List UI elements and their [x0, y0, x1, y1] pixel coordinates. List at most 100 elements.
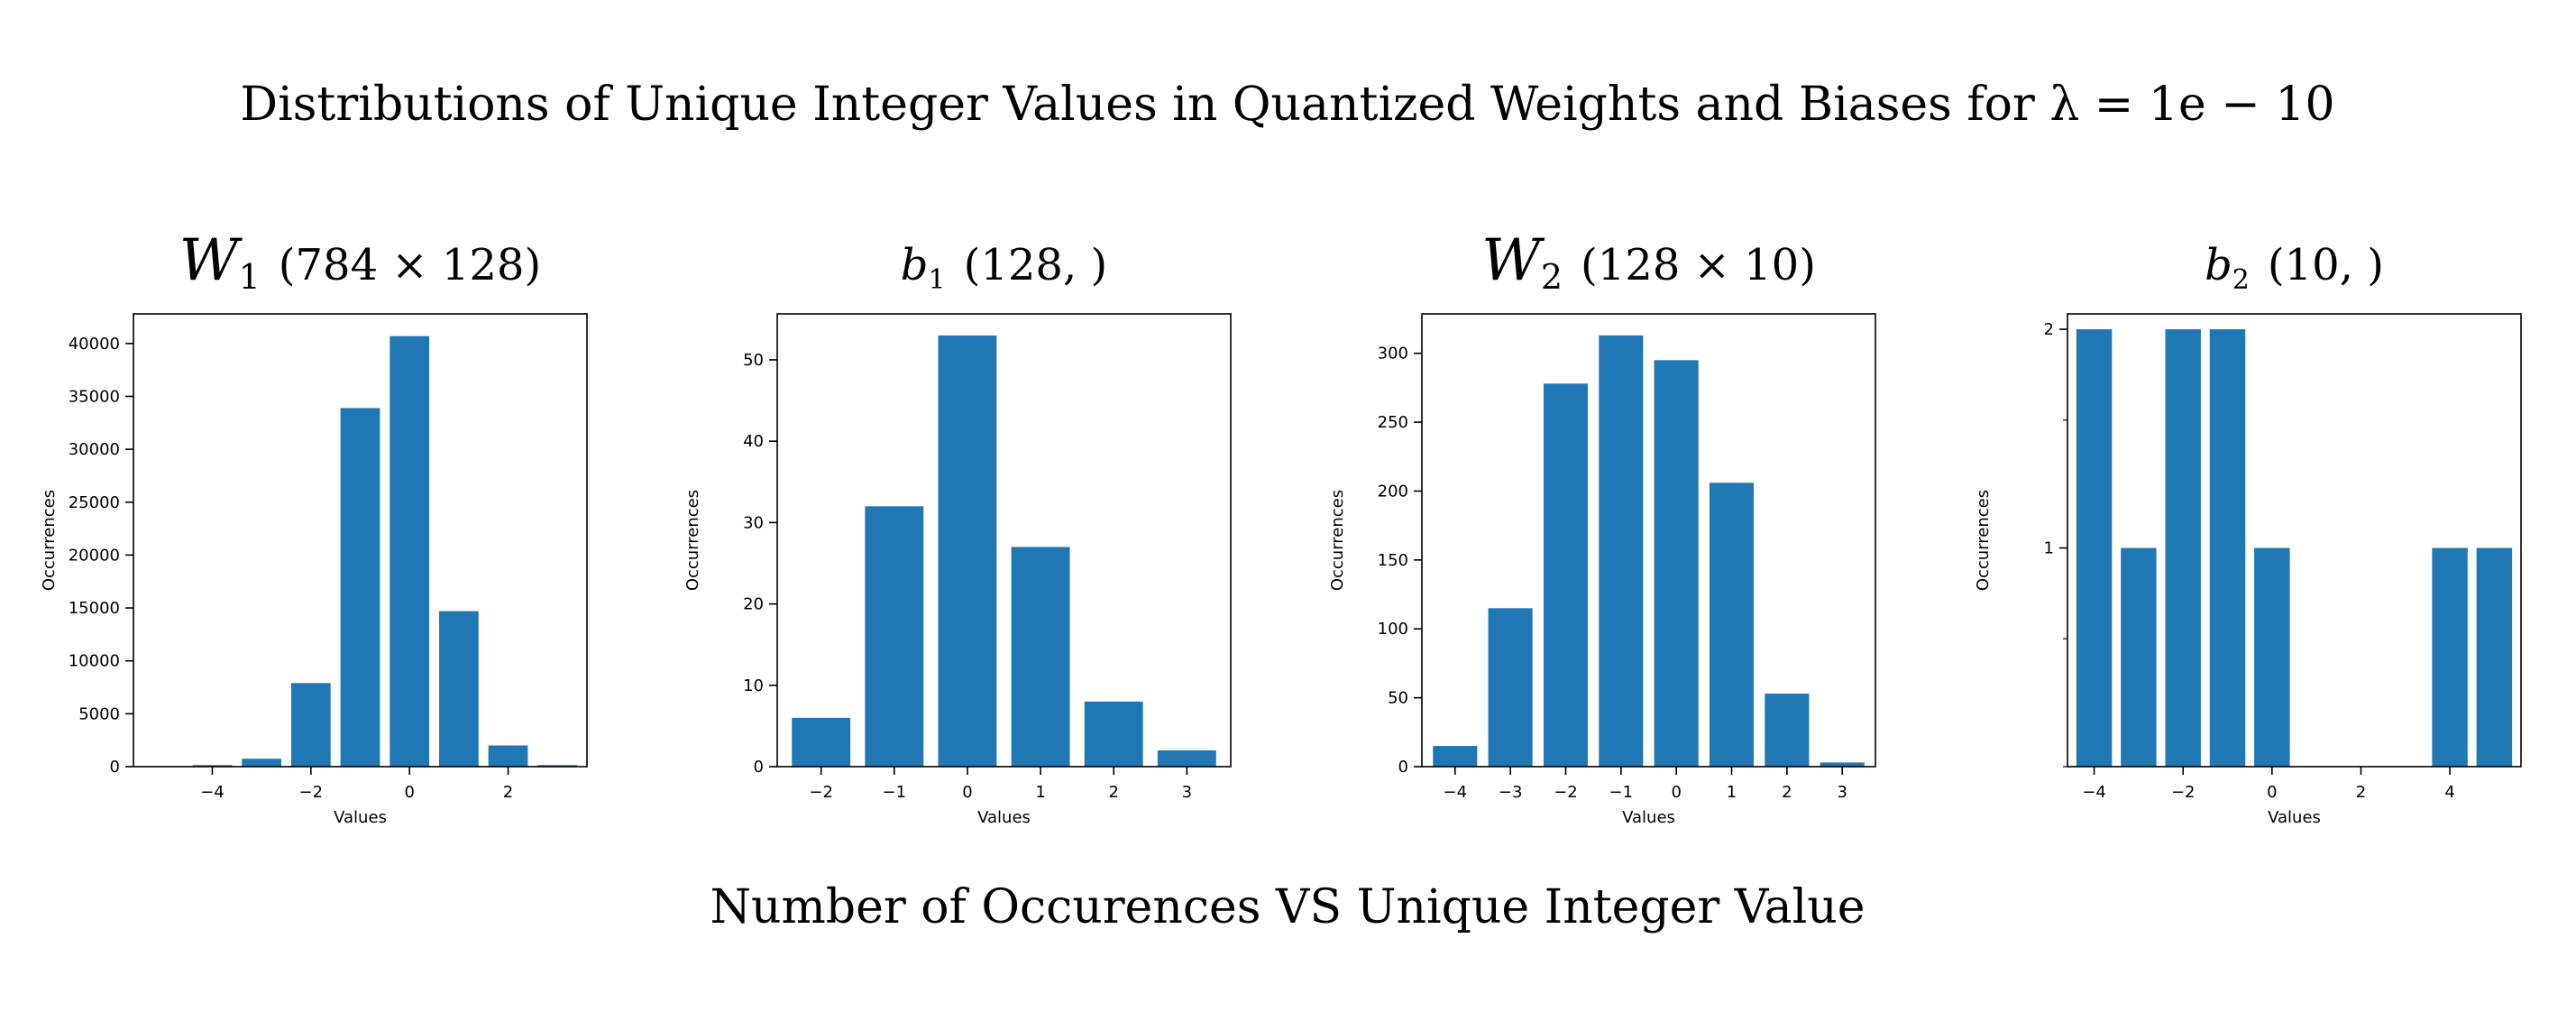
bar	[938, 335, 997, 767]
bar	[192, 765, 233, 767]
y-tick-label: 150	[1378, 551, 1408, 570]
x-tick-label: −1	[1609, 783, 1634, 802]
y-tick-label: 20000	[69, 546, 120, 565]
panel-title-subscript: 2	[1541, 257, 1563, 297]
y-tick-label: 0	[110, 758, 120, 777]
bar	[1011, 547, 1070, 767]
bar	[865, 506, 924, 767]
chart-panel-3: −4 −3 −2 −1 0 1 2 3 0 50 100 150 200 250 300 Values Occu…	[1328, 227, 1876, 827]
panel-title: W2 (128 × 10)	[1481, 227, 1816, 297]
x-tick-label: 0	[404, 783, 414, 802]
bar	[2076, 329, 2113, 767]
panel-title-symbol: W	[1481, 227, 1545, 294]
x-tick-label: −2	[2171, 783, 2196, 802]
bar	[2254, 547, 2290, 767]
figure-title: Distributions of Unique Integer Values i…	[240, 78, 2334, 132]
panel-title-shape: (128 × 10)	[1581, 240, 1816, 290]
axes-frame	[2067, 313, 2522, 768]
x-tick-label: −2	[299, 783, 324, 802]
x-axis-label: Values	[1622, 808, 1675, 827]
panel-title: b1 (128, )	[901, 240, 1107, 296]
x-tick-label: 2	[1782, 783, 1792, 802]
bar	[2432, 547, 2468, 767]
bar	[340, 408, 380, 767]
bar	[1709, 483, 1755, 767]
bar	[2165, 329, 2201, 767]
panel-title-shape: (128, )	[964, 240, 1108, 290]
panel-title-symbol: b	[2205, 240, 2232, 290]
x-tick-label: −4	[1444, 783, 1468, 802]
bar	[1654, 360, 1699, 767]
x-tick-label: −4	[2082, 783, 2106, 802]
y-tick-label: 2	[2044, 320, 2054, 339]
y-tick-label: 40	[743, 432, 764, 451]
y-axis-label: Occurrences	[40, 490, 59, 591]
panel-title-symbol: b	[901, 240, 929, 290]
axes-frame	[776, 313, 1232, 768]
y-tick-label: 0	[754, 758, 764, 777]
bar	[1433, 746, 1478, 767]
x-tick-label: −2	[809, 783, 833, 802]
bar	[1820, 762, 1865, 767]
x-tick-label: 3	[1182, 783, 1192, 802]
y-tick-label: 30	[743, 513, 764, 532]
y-tick-label: 25000	[69, 493, 120, 512]
y-tick-label: 30000	[69, 440, 120, 459]
y-tick-label: 0	[1398, 758, 1408, 777]
x-tick-label: −2	[1554, 783, 1578, 802]
bar	[792, 717, 851, 767]
x-tick-label: −3	[1499, 783, 1523, 802]
y-tick-label: 40000	[69, 335, 120, 354]
bar	[290, 683, 331, 767]
panel-title-symbol: W	[179, 227, 243, 294]
bar	[537, 765, 578, 767]
axes-frame	[133, 313, 588, 768]
x-tick-label: 3	[1837, 783, 1847, 802]
chart-panel-4: −4 −2 0 2 4 1 2 Values Occurrences b2 (10, )	[1974, 240, 2522, 827]
panel-title: W1 (784 × 128)	[179, 227, 541, 297]
y-tick-label: 10000	[69, 652, 120, 671]
bar	[2121, 547, 2157, 767]
x-tick-label: 0	[2267, 783, 2277, 802]
y-tick-label: 20	[743, 595, 764, 614]
bar	[1543, 383, 1589, 767]
panel-title-subscript: 1	[239, 257, 261, 297]
panel-title-subscript: 1	[929, 264, 946, 296]
bar	[488, 745, 528, 767]
y-axis-label: Occurrences	[1328, 490, 1347, 591]
bar	[438, 611, 479, 767]
y-tick-label: 100	[1378, 620, 1408, 639]
y-tick-label: 250	[1378, 413, 1408, 432]
y-tick-label: 15000	[69, 599, 120, 618]
x-tick-label: −1	[883, 783, 907, 802]
panel-title-shape: (10, )	[2268, 240, 2384, 290]
y-tick-label: 5000	[78, 704, 120, 723]
x-axis-label: Values	[2268, 808, 2321, 827]
y-axis-label: Occurrences	[1974, 490, 1993, 591]
axes-frame	[1421, 313, 1876, 768]
y-tick-label: 1	[2044, 539, 2054, 558]
y-axis-label: Occurrences	[683, 490, 702, 591]
bar	[1488, 608, 1533, 767]
y-tick-label: 200	[1378, 482, 1408, 501]
panel-title: b2 (10, )	[2205, 240, 2384, 296]
x-tick-label: 1	[1727, 783, 1737, 802]
x-axis-label: Values	[977, 808, 1031, 827]
bar	[242, 759, 282, 767]
bar	[1084, 701, 1143, 767]
bar	[390, 336, 430, 767]
x-tick-label: 1	[1035, 783, 1045, 802]
x-tick-label: 2	[2356, 783, 2366, 802]
panels-group: −4 −2 0 20500010000150002000025000300003500…	[40, 227, 2522, 827]
y-tick-label: 300	[1378, 345, 1408, 363]
bar	[1157, 750, 1216, 767]
x-tick-label: 0	[1671, 783, 1681, 802]
bar	[1599, 335, 1644, 767]
y-tick-label: 35000	[69, 387, 120, 406]
x-tick-label: 2	[503, 783, 513, 802]
x-tick-label: 0	[962, 783, 972, 802]
x-tick-label: 4	[2444, 783, 2454, 802]
